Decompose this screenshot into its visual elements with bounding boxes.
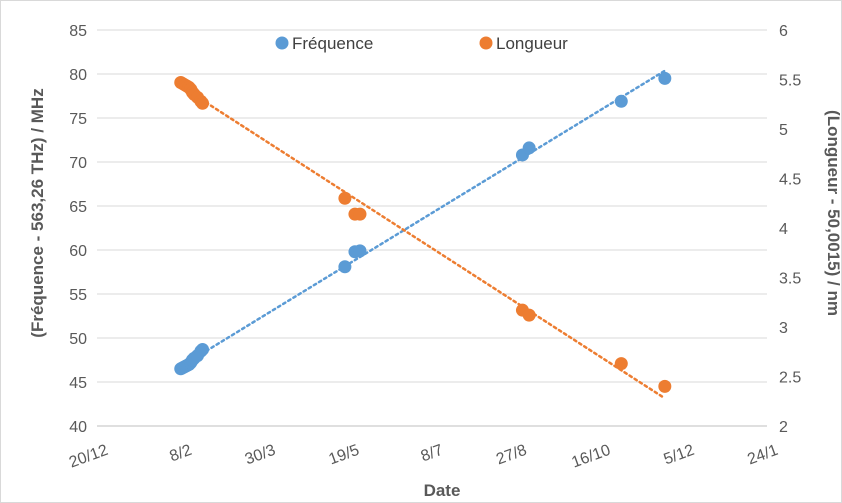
trendline-frquence bbox=[179, 69, 667, 368]
y-right-tick-label: 5.5 bbox=[779, 73, 801, 90]
data-point bbox=[522, 141, 536, 155]
y-right-tick-label: 4.5 bbox=[779, 172, 801, 189]
grid bbox=[97, 29, 767, 427]
trendline-longueur bbox=[179, 84, 667, 400]
legend-label: Fréquence bbox=[292, 34, 373, 53]
y-left-axis-title: (Fréquence - 563,26 THz) / MHz bbox=[28, 88, 47, 337]
y-left-tick-label: 55 bbox=[69, 287, 87, 304]
legend-marker bbox=[275, 36, 289, 50]
y-left-tick-label: 75 bbox=[69, 111, 87, 128]
y-left-tick-label: 45 bbox=[69, 375, 87, 392]
y-left-tick-label: 65 bbox=[69, 199, 87, 216]
x-tick-label: 8/7 bbox=[419, 442, 446, 466]
y-right-tick-label: 5 bbox=[779, 122, 788, 139]
data-point bbox=[338, 191, 352, 205]
y-right-tick-label: 3.5 bbox=[779, 271, 801, 288]
y-left-tick-label: 50 bbox=[69, 331, 87, 348]
y-left-tick-label: 60 bbox=[69, 243, 87, 260]
y-right-axis-title: (Longueur - 50,0015) / nm bbox=[824, 110, 842, 316]
y-right-tick-label: 2.5 bbox=[779, 370, 801, 387]
y-right-tick-label: 4 bbox=[779, 221, 788, 238]
data-point bbox=[522, 308, 536, 322]
data-point bbox=[658, 71, 672, 85]
legend-label: Longueur bbox=[496, 34, 568, 53]
y-left-tick-label: 40 bbox=[69, 419, 87, 436]
legend: Fréquence Longueur bbox=[275, 34, 568, 53]
data-point bbox=[353, 244, 367, 258]
y-right-tick-label: 3 bbox=[779, 320, 788, 337]
x-tick-label: 8/2 bbox=[167, 442, 194, 466]
data-point bbox=[196, 96, 210, 110]
data-point bbox=[196, 342, 210, 356]
data-points bbox=[174, 71, 672, 393]
data-point bbox=[614, 94, 628, 108]
y-right-tick-label: 6 bbox=[779, 23, 788, 40]
legend-marker bbox=[479, 36, 493, 50]
data-point bbox=[614, 357, 628, 371]
y-left-tick-label: 70 bbox=[69, 155, 87, 172]
y-left-tick-label: 85 bbox=[69, 23, 87, 40]
data-point bbox=[353, 207, 367, 221]
y-left-tick-label: 80 bbox=[69, 67, 87, 84]
trendlines bbox=[179, 69, 667, 400]
data-point bbox=[658, 379, 672, 393]
data-point bbox=[338, 260, 352, 274]
x-axis-title: Date bbox=[424, 481, 461, 500]
y-right-tick-label: 2 bbox=[779, 419, 788, 436]
